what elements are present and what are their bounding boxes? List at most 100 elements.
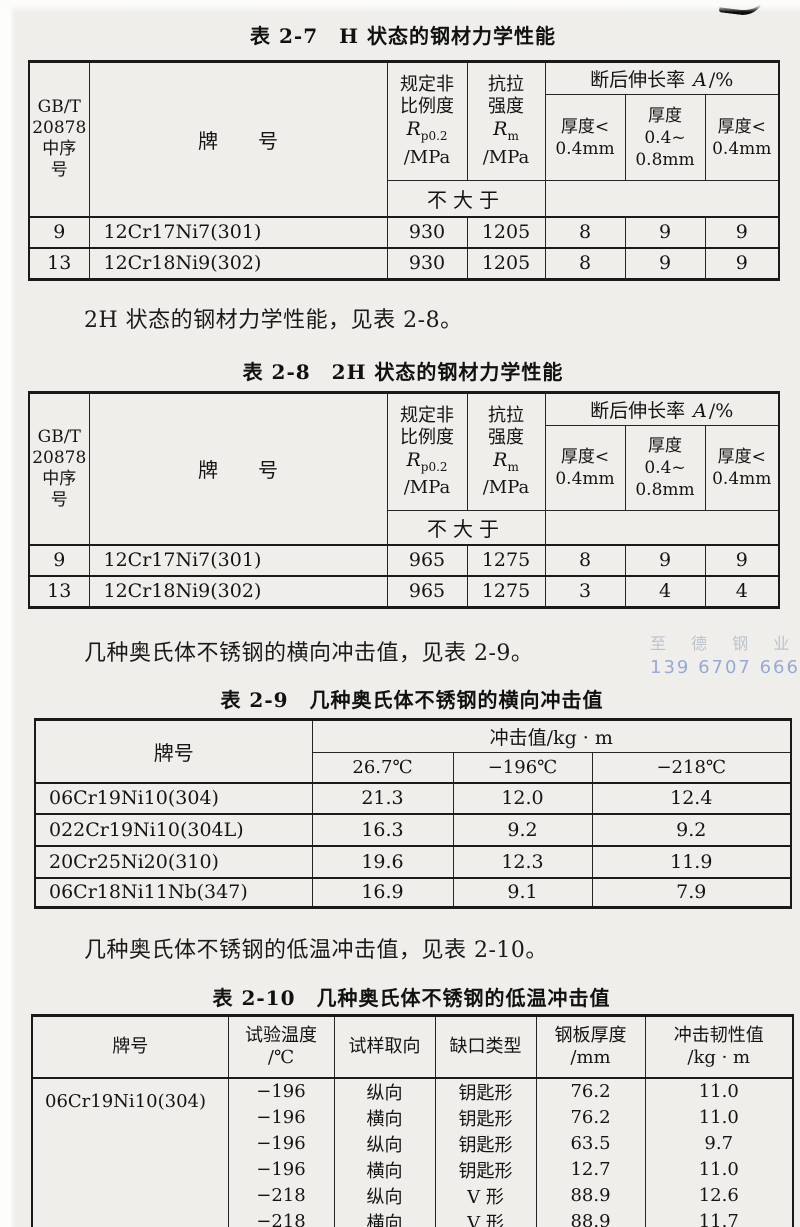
t210-r4-notch: V 形 — [434, 1182, 537, 1209]
t210-r3-thickness: 12.7 — [535, 1156, 646, 1183]
t27-r0-serial: 9 — [28, 215, 90, 248]
t210-r0-thickness: 76.2 — [535, 1077, 646, 1105]
t29-r2-v1: 19.6 — [311, 844, 454, 878]
table-row: 9 12Cr17Ni7(301) 930 1205 8 9 9 — [28, 215, 780, 248]
t27-r1-rp: 930 — [386, 246, 468, 280]
t29-temp2-header: −196℃ — [452, 752, 593, 783]
t210-temp-header: 试验温度 /℃ — [227, 1015, 335, 1079]
t210-r0-impact: 11.0 — [644, 1077, 794, 1105]
t210-r4-impact: 12.6 — [644, 1182, 794, 1209]
t28-r1-e3: 4 — [704, 574, 780, 608]
t28-rm-unit: /MPa — [482, 477, 530, 499]
t27-r1-rm: 1205 — [466, 246, 546, 280]
watermark: 至 德 钢 业 139 6707 6667 — [650, 630, 800, 678]
t210-r5-temp: −218 — [227, 1208, 335, 1227]
t210-r1-notch: 钥匙形 — [434, 1104, 537, 1131]
table-2-9-title: 表 2-9 几种奥氏体不锈钢的横向冲击值 — [220, 688, 604, 712]
table-row: 13 12Cr18Ni9(302) 965 1275 3 4 4 — [28, 574, 780, 608]
scan-corner-mark — [718, 0, 766, 18]
t29-grade-header: 牌号 — [34, 719, 313, 783]
t27-rp02-name: 规定非 比例度 — [400, 74, 454, 118]
t27-r1-e1: 8 — [544, 246, 626, 280]
t210-r2-notch: 钥匙形 — [434, 1130, 537, 1157]
t28-r1-serial: 13 — [28, 574, 90, 608]
t28-serial-header: GB/T 20878 中序 号 — [28, 392, 90, 545]
t27-r0-grade: 12Cr17Ni7(301) — [88, 215, 388, 248]
t29-r1-v2: 9.2 — [452, 812, 593, 846]
table-row: 06Cr18Ni11Nb(347) 16.9 9.1 7.9 — [34, 876, 792, 908]
table-row: −218 横向 V 形 88.9 11.7 — [32, 1208, 794, 1227]
t28-grade-header: 牌 号 — [88, 392, 388, 545]
t28-r1-e2: 4 — [624, 574, 706, 608]
t28-r1-rp: 965 — [386, 574, 468, 608]
t28-rp02-unit: /MPa — [403, 477, 451, 499]
t28-rm-symbol: Rm — [493, 448, 519, 474]
t27-r1-serial: 13 — [28, 246, 90, 280]
t210-thickness-header: 钢板厚度 /mm — [535, 1015, 646, 1079]
table-row: −196 纵向 钥匙形 63.5 9.7 — [32, 1130, 794, 1157]
t29-r3-v3: 7.9 — [591, 876, 792, 908]
t29-r3-v1: 16.9 — [311, 876, 454, 908]
t29-r3-grade: 06Cr18Ni11Nb(347) — [34, 876, 313, 908]
t28-r0-e2: 9 — [624, 543, 706, 576]
table-2-8: GB/T 20878 中序 号 牌 号 规定非 比例度 Rp0.2 /MPa 抗… — [28, 391, 780, 609]
t210-r1-orient: 横向 — [333, 1104, 436, 1131]
table-row: −196 横向 钥匙形 12.7 11.0 — [32, 1156, 794, 1183]
t210-r3-impact: 11.0 — [644, 1156, 794, 1183]
t29-r0-v2: 12.0 — [452, 781, 593, 814]
t29-r0-v1: 21.3 — [311, 781, 454, 814]
t210-grade-value: 06Cr19Ni10(304) — [31, 1077, 229, 1227]
table-2-9: 牌号 冲击值/kg · m 26.7℃ −196℃ −218℃ 06Cr19Ni… — [34, 718, 793, 909]
t27-r0-e1: 8 — [544, 215, 626, 248]
t28-r0-grade: 12Cr17Ni7(301) — [88, 543, 388, 576]
t210-r3-notch: 钥匙形 — [434, 1156, 537, 1183]
t210-r5-impact: 11.7 — [644, 1208, 794, 1227]
t210-r5-thickness: 88.9 — [535, 1208, 646, 1227]
table-row: 13 12Cr18Ni9(302) 930 1205 8 9 9 — [28, 246, 780, 280]
t27-r0-rp: 930 — [386, 215, 468, 248]
t28-r1-e1: 3 — [544, 574, 626, 608]
t27-not-greater-cell: 不大于 — [386, 180, 546, 217]
t29-r1-v1: 16.3 — [311, 812, 454, 846]
t28-r1-grade: 12Cr18Ni9(302) — [88, 574, 388, 608]
table-row: 9 12Cr17Ni7(301) 965 1275 8 9 9 — [28, 543, 780, 576]
t29-r1-v3: 9.2 — [591, 812, 792, 846]
t210-r5-orient: 横向 — [333, 1208, 436, 1227]
t28-r0-serial: 9 — [28, 543, 90, 576]
t210-grade-header: 牌号 — [31, 1015, 229, 1079]
t210-r5-notch: V 形 — [434, 1208, 537, 1227]
t27-elongation-header: 断后伸长率 A/% — [544, 61, 780, 95]
t27-rm-name: 抗拉 强度 — [488, 74, 524, 118]
t28-not-greater-cell: 不大于 — [386, 510, 546, 545]
paragraph-see-table-2-9: 几种奥氏体不锈钢的横向冲击值，见表 2-9。 — [84, 641, 534, 666]
t210-r2-orient: 纵向 — [333, 1130, 436, 1157]
t210-impact-header: 冲击韧性值 /kg · m — [644, 1015, 794, 1079]
t210-r4-orient: 纵向 — [333, 1182, 436, 1209]
t29-r2-v2: 12.3 — [452, 844, 593, 878]
t28-thickness2-header: 厚度 0.4~ 0.8mm — [624, 425, 706, 511]
t29-r2-v3: 11.9 — [591, 844, 792, 878]
t27-r0-rm: 1205 — [466, 215, 546, 248]
t28-r0-e1: 8 — [544, 543, 626, 576]
t210-r0-notch: 钥匙形 — [434, 1077, 537, 1105]
table-2-7-title: 表 2-7 H 状态的钢材力学性能 — [250, 24, 556, 48]
t28-r1-rm: 1275 — [466, 574, 546, 608]
t210-r0-orient: 纵向 — [333, 1077, 436, 1105]
t27-thickness1-header: 厚度< 0.4mm — [544, 94, 626, 181]
t210-r1-thickness: 76.2 — [535, 1104, 646, 1131]
t27-rm-unit: /MPa — [482, 146, 530, 168]
t28-rm-name: 抗拉 强度 — [488, 404, 524, 448]
t27-empty-cell — [544, 180, 780, 217]
t210-r4-thickness: 88.9 — [535, 1182, 646, 1209]
t210-r1-impact: 11.0 — [644, 1104, 794, 1131]
t27-r0-e3: 9 — [704, 215, 780, 248]
t28-empty-cell — [544, 510, 780, 545]
t210-notch-header: 缺口类型 — [434, 1015, 537, 1079]
t210-r4-temp: −218 — [227, 1182, 335, 1209]
t27-rm-header: 抗拉 强度 Rm /MPa — [466, 61, 546, 181]
t28-rp02-name: 规定非 比例度 — [400, 404, 454, 448]
t28-r0-rp: 965 — [386, 543, 468, 576]
t27-r1-e2: 9 — [624, 246, 706, 280]
t29-r3-v2: 9.1 — [452, 876, 593, 908]
